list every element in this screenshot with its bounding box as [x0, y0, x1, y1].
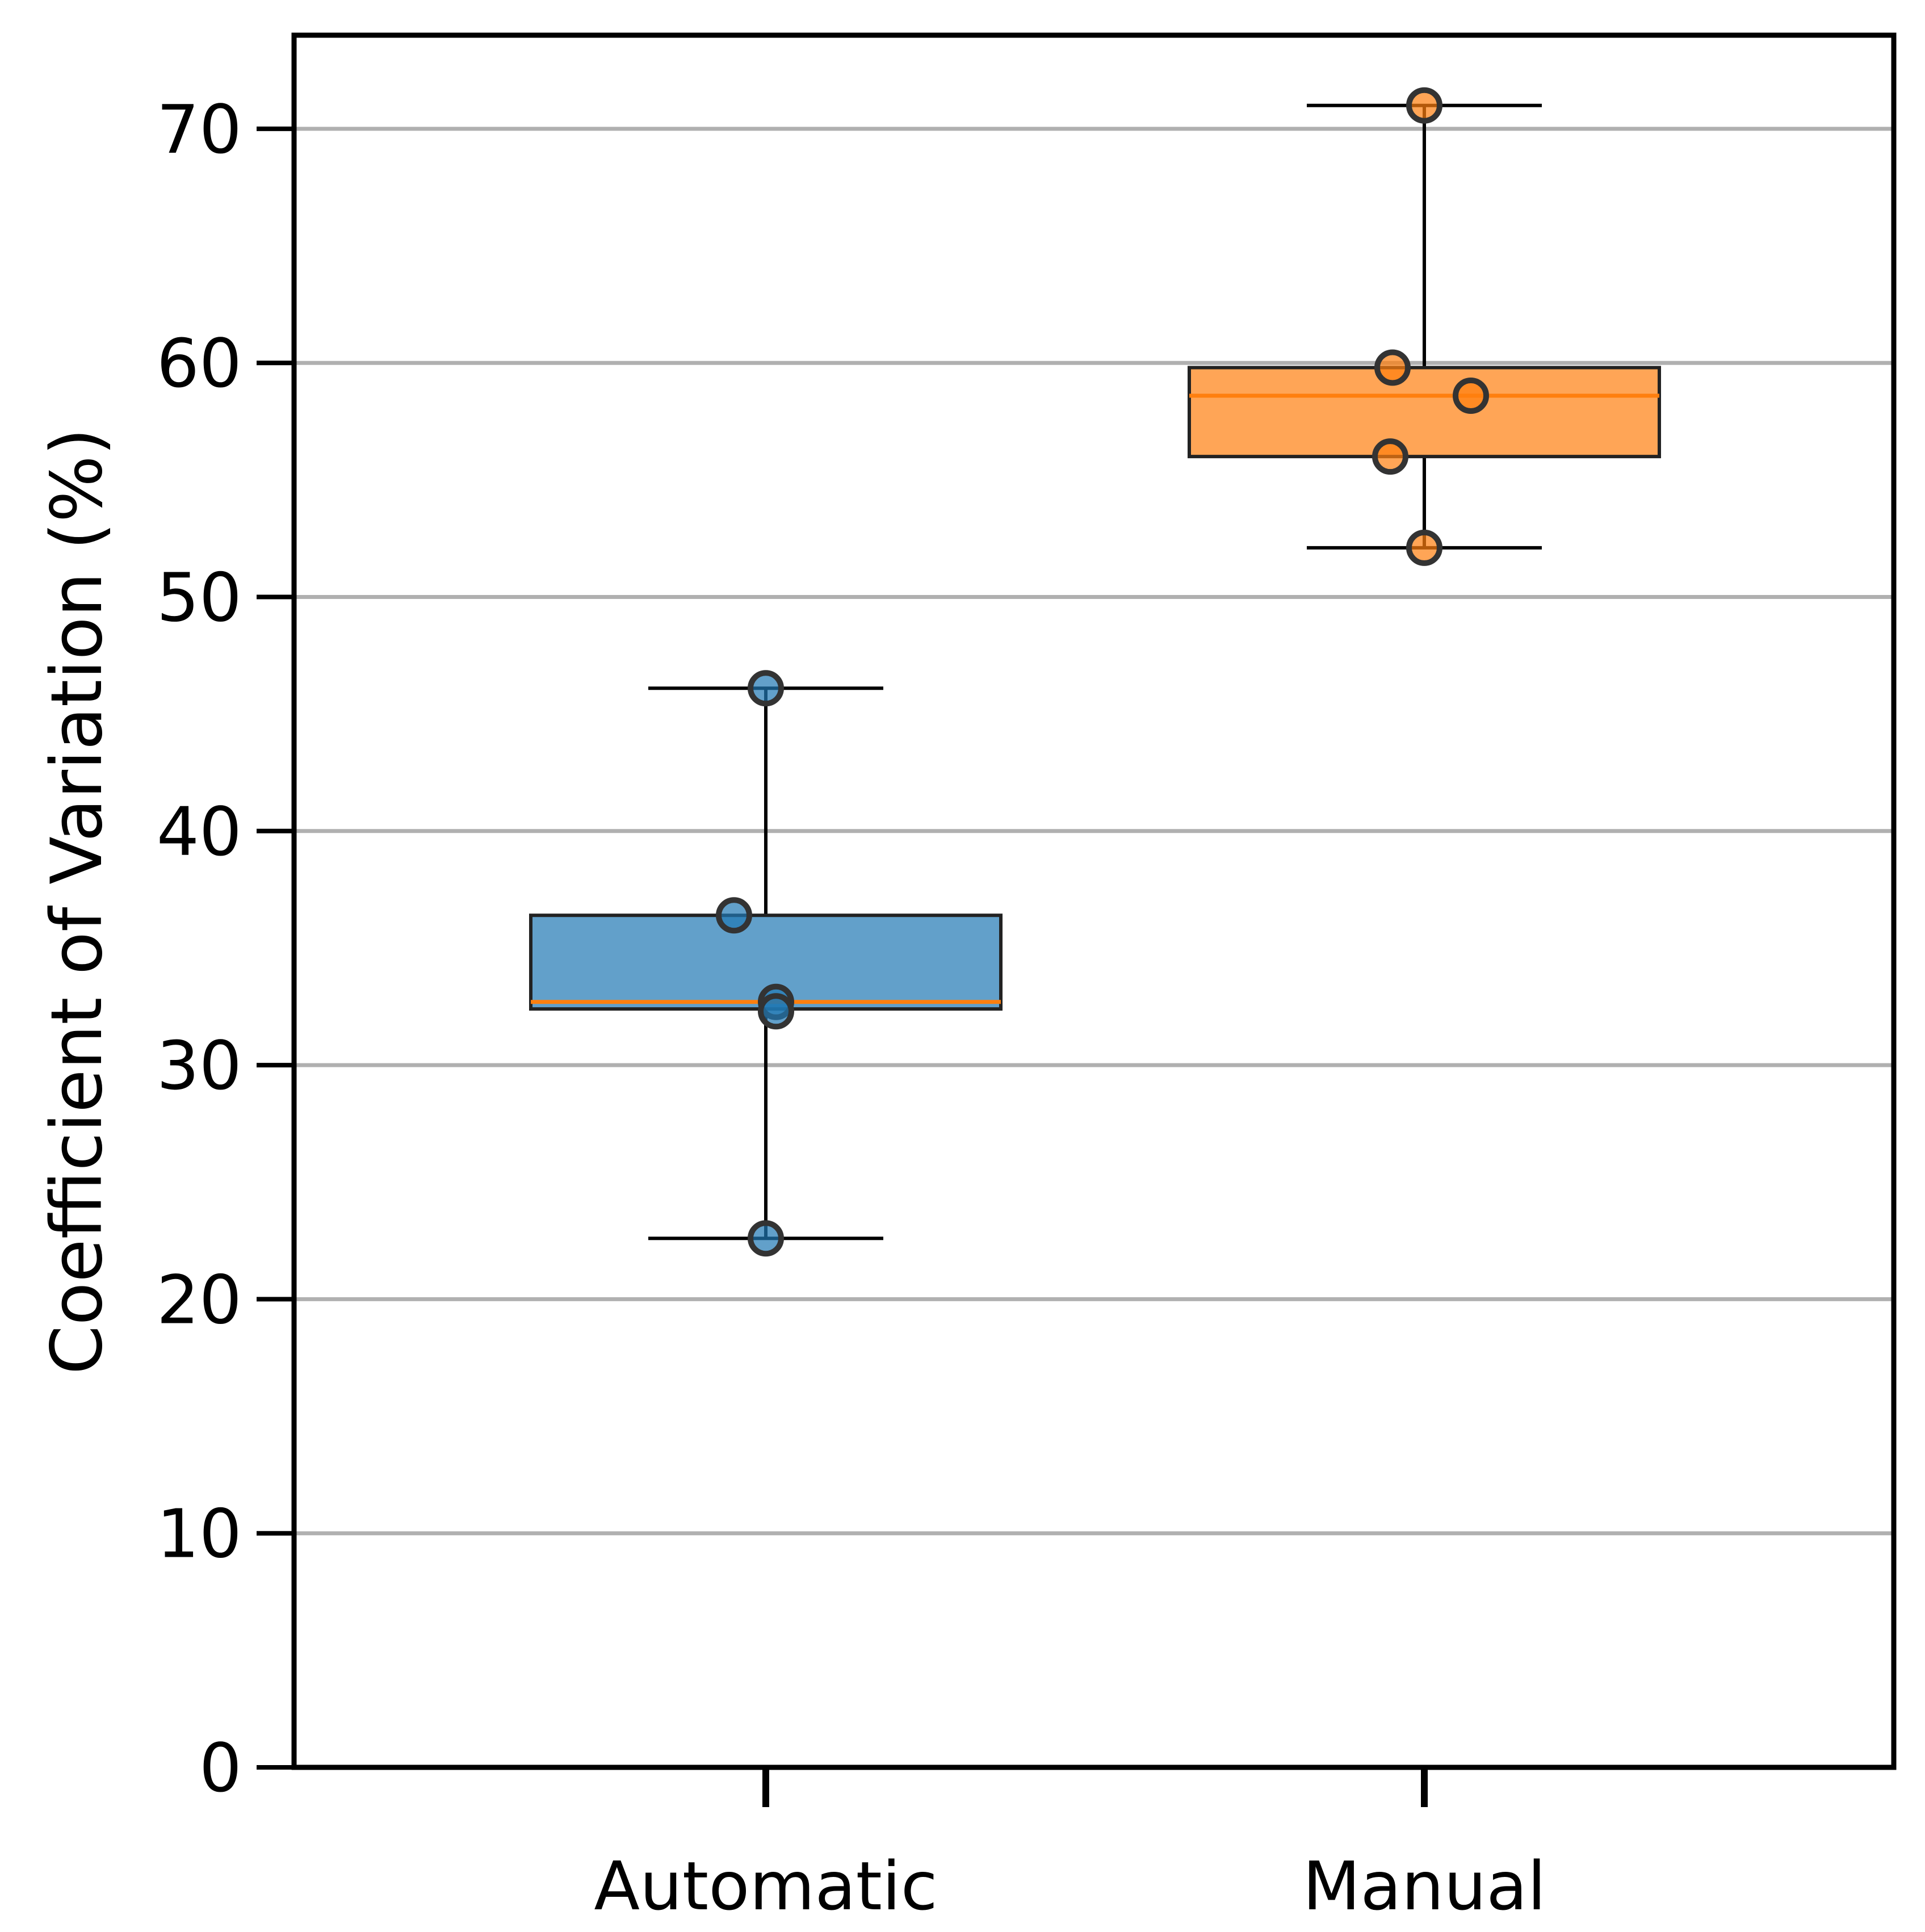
y-tick-label-0: 0 [199, 1729, 242, 1807]
manual-data-point [1406, 87, 1442, 124]
box-plots [529, 87, 1661, 1257]
automatic-data-point [758, 993, 794, 1030]
y-tick-label-10: 10 [157, 1495, 242, 1573]
y-tick-label-70: 70 [157, 90, 242, 169]
box-group-manual [1188, 87, 1661, 566]
x-tick-label-manual: Manual [1303, 1847, 1546, 1925]
plot-frame [291, 32, 1897, 1770]
manual-data-point [1372, 438, 1408, 475]
automatic-data-point [748, 670, 784, 707]
y-tick-label-40: 40 [157, 793, 242, 871]
manual-data-point [1453, 377, 1489, 414]
y-tick-label-50: 50 [157, 559, 242, 637]
y-tick-label-60: 60 [157, 324, 242, 403]
y-tick-label-20: 20 [157, 1260, 242, 1339]
x-tick-label-automatic: Automatic [594, 1847, 937, 1925]
grid-lines [294, 127, 1894, 1536]
box-group-automatic [529, 670, 1003, 1257]
manual-data-point [1374, 349, 1411, 386]
automatic-data-point [748, 1220, 784, 1257]
y-axis-label: Coefficient of Variation (%) [36, 428, 118, 1374]
y-axis: 0 10 20 30 40 50 60 70 [157, 90, 294, 1807]
y-tick-label-30: 30 [157, 1026, 242, 1105]
manual-data-point [1406, 529, 1442, 566]
automatic-data-point [716, 897, 752, 934]
x-axis: Automatic Manual [594, 1767, 1546, 1925]
manual-box [1188, 366, 1661, 459]
